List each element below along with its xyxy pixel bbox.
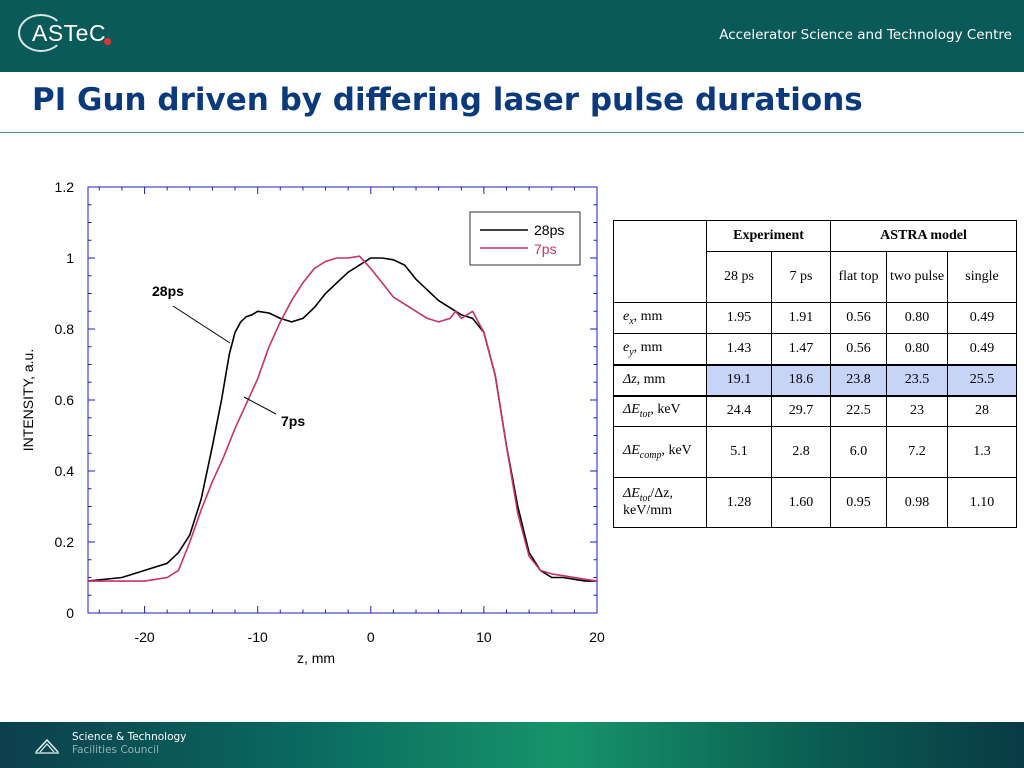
- y-tick-label: 0: [66, 605, 74, 621]
- row-label-etot: ΔEtot, keV: [613, 395, 707, 427]
- legend-label-7ps: 7ps: [534, 241, 557, 257]
- series-line-7ps: [88, 255, 598, 582]
- cell: 23: [886, 395, 949, 427]
- organization-name: Accelerator Science and Technology Centr…: [719, 27, 1012, 43]
- cell: 0.80: [886, 302, 949, 334]
- y-tick-label: 0.8: [55, 321, 75, 337]
- cell: 0.95: [830, 477, 888, 528]
- y-tick-label: 0.2: [55, 534, 75, 550]
- header-bar: ASTeC Accelerator Science and Technology…: [0, 0, 1024, 72]
- legend-label-28ps: 28ps: [534, 222, 564, 238]
- table-row: ΔEcomp, keV 5.1 2.8 6.0 7.2 1.3: [613, 426, 1018, 478]
- cell: 1.47: [770, 333, 832, 365]
- x-axis-label: z, mm: [297, 650, 335, 666]
- cell: 2.8: [770, 426, 832, 478]
- row-label-etot-dz: ΔEtot/Δz, keV/mm: [613, 477, 707, 528]
- cell: 0.98: [886, 477, 949, 528]
- cell: 0.56: [830, 302, 888, 334]
- table-row-highlighted: Δz, mm 19.1 18.6 23.8 23.5 25.5: [613, 363, 1018, 397]
- y-tick-label: 0.4: [55, 463, 75, 479]
- x-tick-label: -20: [134, 629, 154, 645]
- cell: 22.5: [830, 395, 888, 427]
- cell: 1.91: [770, 302, 832, 334]
- cell: 0.56: [830, 333, 888, 365]
- subheader-7ps: 7 ps: [770, 251, 832, 303]
- astec-logo: ASTeC: [18, 12, 113, 56]
- cell: 0.80: [886, 333, 949, 365]
- series-line-28ps: [87, 257, 597, 582]
- y-tick-label: 1.2: [55, 179, 75, 195]
- cell: 7.2: [886, 426, 949, 478]
- footer-bar: Science & Technology Facilities Council: [0, 722, 1024, 768]
- results-table: Experiment ASTRA model 28 ps 7 ps flat t…: [613, 220, 1018, 528]
- header-astra-model: ASTRA model: [830, 220, 1018, 252]
- table-row: ΔEtot, keV 24.4 29.7 22.5 23 28: [613, 395, 1018, 427]
- cell: 0.49: [947, 333, 1018, 365]
- x-tick-label: 0: [367, 629, 375, 645]
- cell: 29.7: [770, 395, 832, 427]
- logo-dot-icon: [104, 38, 111, 45]
- subheader-flat-top: flat top: [830, 251, 888, 303]
- cell: 28: [947, 395, 1018, 427]
- annotation-28ps-pointer: [172, 305, 231, 344]
- cell: 1.43: [706, 333, 772, 365]
- series-lines: [87, 255, 598, 582]
- logo-ring-icon: [18, 14, 64, 52]
- y-tick-label: 1: [66, 250, 74, 266]
- cell: 19.1: [706, 363, 772, 397]
- row-label-ey: ey, mm: [613, 333, 707, 365]
- title-divider: [0, 132, 1024, 133]
- x-tick-label: -10: [248, 629, 268, 645]
- row-label-dz: Δz, mm: [613, 363, 707, 397]
- cell: 1.95: [706, 302, 772, 334]
- cell: 0.49: [947, 302, 1018, 334]
- y-axis-label: INTENSITY, a.u.: [20, 349, 36, 451]
- logo-text: ASTeC: [32, 20, 107, 46]
- cell: 24.4: [706, 395, 772, 427]
- table-corner-cell: [613, 220, 707, 303]
- row-label-ex: ex, mm: [613, 302, 707, 334]
- cell: 23.5: [886, 363, 949, 397]
- table-row: ex, mm 1.95 1.91 0.56 0.80 0.49: [613, 302, 1018, 334]
- annotation-28ps: 28ps: [152, 283, 184, 299]
- cell: 6.0: [830, 426, 888, 478]
- cell: 23.8: [830, 363, 888, 397]
- header-experiment: Experiment: [705, 220, 832, 252]
- cell: 1.3: [947, 426, 1018, 478]
- x-tick-label: 10: [476, 629, 492, 645]
- x-tick-label: 20: [589, 629, 605, 645]
- cell: 1.60: [770, 477, 832, 528]
- table-row: ΔEtot/Δz, keV/mm 1.28 1.60 0.95 0.98 1.1…: [613, 477, 1018, 528]
- annotation-7ps: 7ps: [281, 413, 305, 429]
- row-label-ecomp: ΔEcomp, keV: [613, 426, 707, 478]
- subheader-28ps: 28 ps: [706, 251, 772, 303]
- stfc-name: Science & Technology Facilities Council: [72, 731, 187, 756]
- table-row: ey, mm 1.43 1.47 0.56 0.80 0.49: [613, 333, 1018, 365]
- stfc-logo-icon: [35, 738, 59, 754]
- legend: 28ps 7ps: [469, 211, 581, 266]
- y-tick-label: 0.6: [55, 392, 75, 408]
- subheader-two-pulse: two pulse: [886, 251, 949, 303]
- cell: 1.28: [706, 477, 772, 528]
- cell: 18.6: [770, 363, 832, 397]
- subheader-single: single: [947, 251, 1018, 303]
- tick-labels: -20 -10 0 10 20 0 0.2 0.4 0.6 0.8 1 1.2: [55, 179, 605, 645]
- cell: 25.5: [947, 363, 1018, 397]
- tick-marks: [88, 186, 598, 614]
- cell: 5.1: [706, 426, 772, 478]
- slide-title: PI Gun driven by differing laser pulse d…: [32, 82, 863, 118]
- intensity-chart: -20 -10 0 10 20 0 0.2 0.4 0.6 0.8 1 1.2 z, mm INTEN…: [20, 179, 605, 666]
- cell: 1.10: [947, 477, 1018, 528]
- legend-box: [469, 211, 581, 266]
- annotation-7ps-pointer: [243, 396, 277, 415]
